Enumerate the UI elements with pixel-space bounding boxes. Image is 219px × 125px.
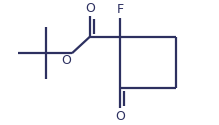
Text: O: O xyxy=(61,54,71,67)
Text: O: O xyxy=(115,110,125,123)
Text: F: F xyxy=(117,3,124,16)
Text: O: O xyxy=(85,2,95,15)
